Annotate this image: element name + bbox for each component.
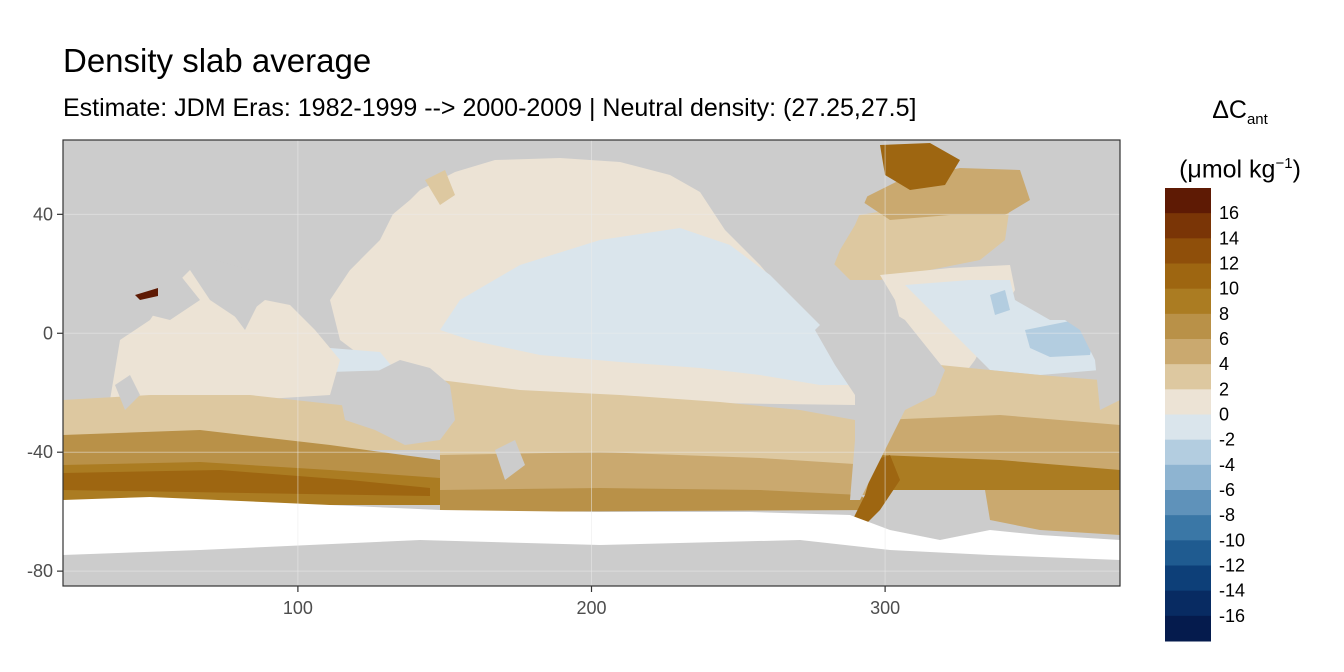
legend-swatch bbox=[1165, 188, 1211, 214]
legend-swatch bbox=[1165, 313, 1211, 340]
south-pacific-subtropical bbox=[440, 380, 860, 470]
eurasia bbox=[63, 140, 690, 300]
australia bbox=[340, 360, 455, 445]
legend-title: ΔCant (μmol kg−1) bbox=[1160, 88, 1320, 191]
north-america bbox=[690, 140, 880, 290]
y-tick-label: 0 bbox=[43, 323, 53, 343]
map-gridlines bbox=[63, 140, 1120, 586]
weddell-sea bbox=[985, 490, 1120, 535]
legend-label: 12 bbox=[1219, 254, 1239, 274]
y-tick-label: -40 bbox=[27, 442, 53, 462]
legend-swatch bbox=[1165, 439, 1211, 466]
legend-swatch bbox=[1165, 238, 1211, 264]
legend-unit-prefix: (μmol kg bbox=[1179, 155, 1276, 184]
legend-swatch bbox=[1165, 288, 1211, 315]
legend-label: -4 bbox=[1219, 455, 1235, 475]
legend-label: 4 bbox=[1219, 354, 1229, 374]
legend-swatch bbox=[1165, 213, 1211, 239]
x-tick-label: 100 bbox=[283, 598, 313, 618]
legend-swatch bbox=[1165, 364, 1211, 390]
legend-title-sub: ant bbox=[1246, 111, 1268, 128]
southern-ocean-band-3 bbox=[63, 470, 430, 496]
atlantic-negative-patch bbox=[990, 290, 1010, 315]
legend-label: 8 bbox=[1219, 304, 1229, 324]
legend-colorbar: 16 14 12 10 8 6 4 2 0 -2 -4 -6 -8 -10 -12 -14 -16 bbox=[1165, 188, 1245, 642]
legend-unit-suffix: ) bbox=[1292, 155, 1301, 184]
legend-label: -16 bbox=[1219, 606, 1245, 626]
legend-swatch bbox=[1165, 414, 1211, 441]
south-pacific-band bbox=[440, 452, 870, 495]
south-atlantic-band bbox=[880, 415, 1120, 470]
legend-label: 0 bbox=[1219, 405, 1229, 425]
legend-label: -12 bbox=[1219, 556, 1245, 576]
y-tick-label: -80 bbox=[27, 561, 53, 581]
map-panel bbox=[63, 140, 1120, 586]
legend-swatch bbox=[1165, 540, 1211, 566]
legend-swatch bbox=[1165, 565, 1211, 592]
greenland bbox=[960, 140, 1120, 170]
x-tick-label: 200 bbox=[576, 598, 606, 618]
x-tick-label: 300 bbox=[870, 598, 900, 618]
map-subtitle: Estimate: JDM Eras: 1982-1999 --> 2000-2… bbox=[63, 94, 917, 122]
legend-unit-sup: −1 bbox=[1275, 155, 1293, 172]
south-atlantic-band-dark bbox=[880, 455, 1120, 490]
gulf-of-guinea-negative bbox=[1025, 320, 1095, 357]
legend-label: -2 bbox=[1219, 430, 1235, 450]
legend-label: -6 bbox=[1219, 480, 1235, 500]
arabia bbox=[140, 275, 200, 320]
legend-label: -8 bbox=[1219, 505, 1235, 525]
legend-swatch bbox=[1165, 590, 1211, 617]
legend-swatch bbox=[1165, 464, 1211, 491]
legend-swatch bbox=[1165, 389, 1211, 415]
legend-swatch bbox=[1165, 615, 1211, 642]
madagascar bbox=[115, 375, 140, 410]
legend-label: 2 bbox=[1219, 379, 1229, 399]
legend-label: -10 bbox=[1219, 530, 1245, 550]
new-zealand bbox=[495, 440, 525, 480]
legend-label: 6 bbox=[1219, 329, 1229, 349]
legend-label: -14 bbox=[1219, 581, 1245, 601]
north-pacific-marginal bbox=[425, 170, 455, 205]
southern-ocean-pacific-sector bbox=[440, 488, 880, 512]
legend-label: 16 bbox=[1219, 203, 1239, 223]
y-tick-label: 40 bbox=[33, 204, 53, 224]
red-sea-patch bbox=[135, 288, 158, 300]
legend-label: 14 bbox=[1219, 228, 1239, 248]
legend-swatch bbox=[1165, 339, 1211, 365]
legend-title-delta: ΔC bbox=[1212, 96, 1247, 124]
north-atlantic-subtropical bbox=[820, 200, 1010, 280]
map-title: Density slab average bbox=[63, 42, 372, 79]
africa bbox=[1015, 250, 1120, 410]
legend-swatch bbox=[1165, 263, 1211, 290]
drake-passage bbox=[850, 455, 900, 530]
legend-swatch bbox=[1165, 515, 1211, 541]
labrador-sea bbox=[880, 143, 960, 190]
india bbox=[225, 272, 260, 330]
legend-label: 10 bbox=[1219, 279, 1239, 299]
legend-swatch bbox=[1165, 490, 1211, 516]
equatorial-pacific-negative bbox=[440, 228, 855, 385]
south-america bbox=[815, 305, 945, 500]
